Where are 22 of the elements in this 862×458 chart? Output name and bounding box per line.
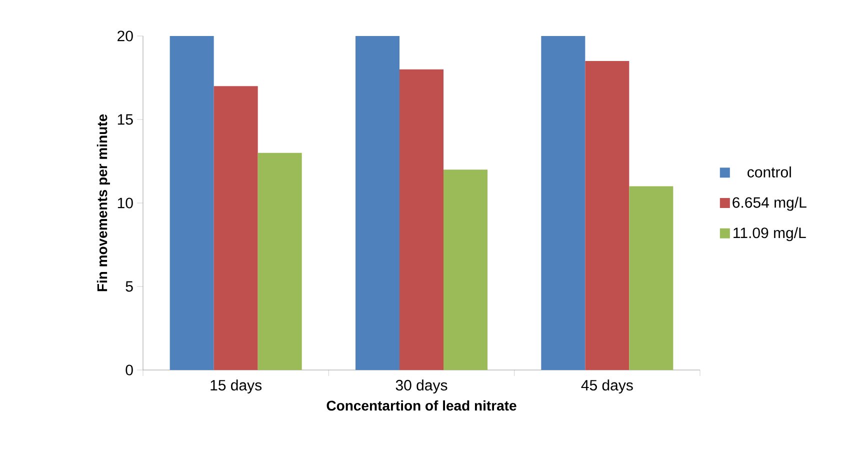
x-tick-label: 15 days — [210, 380, 262, 394]
x-tick-label: 30 days — [396, 380, 448, 394]
y-axis-title: Fin movements per minute — [96, 114, 110, 292]
bar — [400, 69, 444, 370]
y-tick-label: 15 — [118, 114, 133, 125]
bar — [356, 36, 400, 370]
legend-label: control — [748, 166, 791, 178]
bar — [258, 152, 302, 370]
bar — [214, 86, 258, 370]
y-tick-label: 10 — [118, 198, 133, 208]
legend-label: 6.654 mg/L — [732, 196, 806, 211]
bar — [585, 61, 630, 370]
x-tick-label: 45 days — [581, 380, 633, 394]
bar — [541, 36, 586, 370]
legend-label: 11.09 mg/L — [734, 227, 806, 242]
bar — [629, 186, 674, 370]
y-tick-label: 0 — [126, 364, 133, 376]
bar — [444, 170, 488, 370]
y-tick-label: 20 — [118, 30, 133, 42]
bar — [170, 36, 214, 370]
y-tick-label: 5 — [126, 281, 133, 292]
x-axis-title: Concentartion of lead nitrate — [326, 400, 516, 411]
